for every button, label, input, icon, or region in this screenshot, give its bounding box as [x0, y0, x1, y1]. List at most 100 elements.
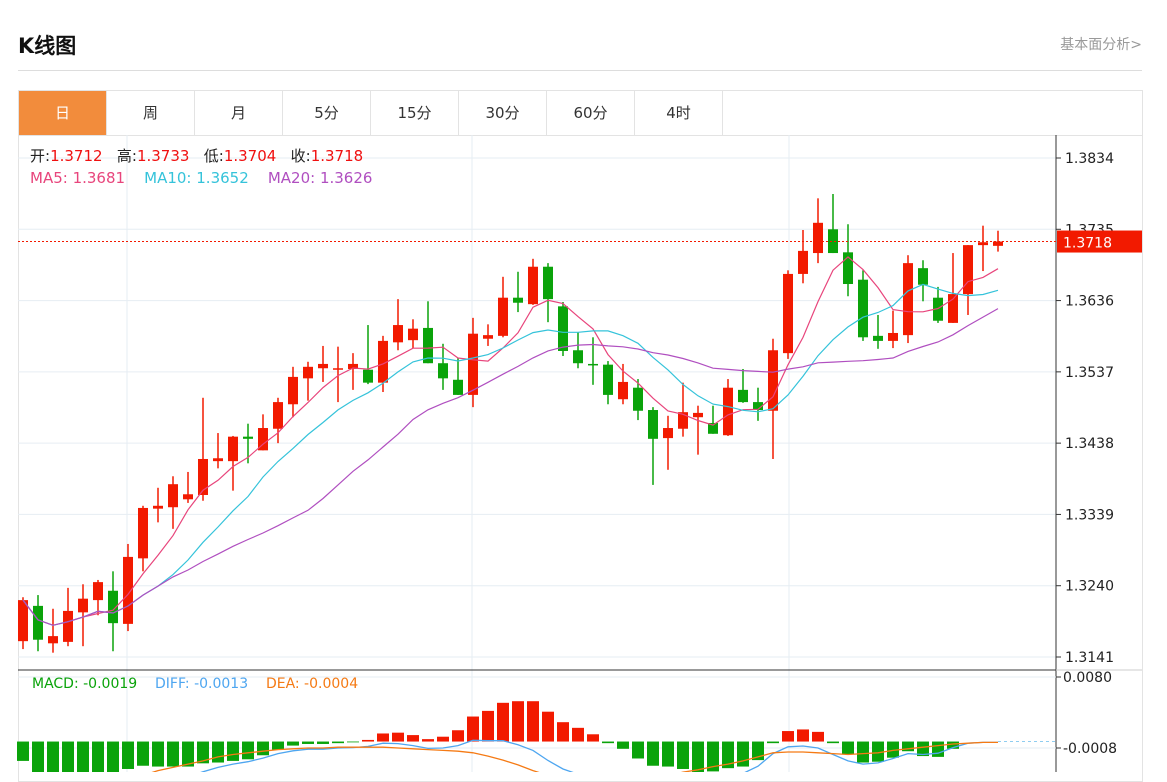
y-tick-label: 1.3636 — [1065, 294, 1114, 310]
macd-bar — [77, 741, 89, 772]
candle — [183, 471, 193, 503]
candle — [198, 397, 208, 501]
candle-body — [153, 505, 163, 509]
macd-bar — [557, 722, 569, 742]
candle — [138, 505, 148, 572]
candle — [753, 387, 763, 421]
y-tick-label: 1.3834 — [1065, 151, 1114, 167]
candle — [33, 595, 43, 652]
candle — [213, 433, 223, 469]
candle — [123, 543, 133, 632]
tab-4hour[interactable]: 4时 — [635, 91, 723, 135]
macd-bar — [812, 731, 824, 742]
candle-body — [273, 402, 283, 429]
macd-bar — [452, 730, 464, 742]
candle-body — [423, 327, 433, 364]
macd-bar — [122, 741, 134, 769]
candle — [783, 270, 793, 359]
macd-bar — [152, 741, 164, 767]
candle-body — [738, 389, 748, 403]
candle — [723, 379, 733, 436]
macd-bar — [782, 731, 794, 742]
candle — [828, 194, 838, 254]
candle — [588, 337, 598, 385]
candle — [633, 379, 643, 421]
macd-bar — [92, 741, 104, 772]
tab-5min[interactable]: 5分 — [283, 91, 371, 135]
candle — [318, 345, 328, 382]
candle-body — [498, 297, 508, 336]
candle — [18, 597, 28, 650]
y-tick-label: 1.3339 — [1065, 507, 1114, 523]
high-label: 高: — [116, 147, 137, 165]
candle-body — [63, 610, 73, 642]
tab-week[interactable]: 周 — [107, 91, 195, 135]
macd-bar — [947, 741, 959, 749]
page-title: K线图 — [18, 34, 77, 58]
candle-body — [363, 369, 373, 383]
y-tick-label: 1.3240 — [1065, 579, 1114, 595]
candle — [798, 230, 808, 284]
macd-bar — [347, 741, 359, 743]
candle — [513, 271, 523, 313]
candle — [288, 366, 298, 418]
candle — [228, 435, 238, 491]
candle — [468, 317, 478, 408]
macd-bar — [497, 702, 509, 742]
candle — [603, 361, 613, 405]
candle-body — [348, 363, 358, 369]
ma20-line — [22, 308, 999, 626]
macd-bar — [887, 741, 899, 758]
tab-60min[interactable]: 60分 — [547, 91, 635, 135]
candle — [408, 319, 418, 349]
macd-bar — [602, 741, 614, 744]
candle-body — [528, 266, 538, 305]
macd-bar — [257, 741, 269, 756]
current-price-tag — [1057, 230, 1142, 253]
candle-body — [648, 410, 658, 439]
macd-bar — [632, 741, 644, 759]
candle-body — [558, 306, 568, 351]
macd-bar — [527, 701, 539, 742]
macd-bar — [332, 741, 344, 744]
candle-body — [93, 582, 103, 601]
macd-bar — [677, 741, 689, 769]
candle-body — [543, 266, 553, 300]
candle-body — [453, 379, 463, 395]
candle-body — [843, 252, 853, 285]
diff-legend: DIFF: -0.0013 — [154, 676, 249, 692]
candle — [93, 579, 103, 616]
macd-bar — [17, 741, 29, 761]
macd-bar — [197, 741, 209, 764]
candle-body — [723, 387, 733, 436]
candle — [663, 415, 673, 470]
candle-body — [633, 387, 643, 411]
tab-30min[interactable]: 30分 — [459, 91, 547, 135]
tab-15min[interactable]: 15分 — [371, 91, 459, 135]
candle-body — [978, 242, 988, 246]
candle — [348, 353, 358, 390]
candle-body — [948, 294, 958, 323]
tab-month[interactable]: 月 — [195, 91, 283, 135]
candle-body — [618, 381, 628, 400]
candle-body — [168, 484, 178, 508]
candle — [453, 358, 463, 395]
candle — [918, 260, 928, 302]
candle — [63, 587, 73, 647]
tab-day[interactable]: 日 — [19, 91, 107, 135]
macd-bar — [302, 741, 314, 744]
candle — [693, 405, 703, 455]
candle — [543, 263, 553, 323]
y-tick-label: 1.3537 — [1065, 365, 1114, 381]
ma20-legend: MA20: 1.3626 — [267, 169, 373, 187]
macd-y-tick-label: -0.0008 — [1063, 741, 1117, 757]
macd-bar — [362, 739, 374, 742]
candle-body — [438, 363, 448, 379]
candle-body — [288, 376, 298, 405]
fundamental-analysis-link[interactable]: 基本面分析> — [1060, 37, 1142, 53]
candle — [948, 253, 958, 323]
candle — [528, 258, 538, 305]
candle — [498, 276, 508, 338]
candle-body — [678, 412, 688, 429]
